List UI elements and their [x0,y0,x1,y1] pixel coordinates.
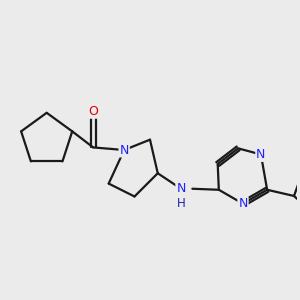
Text: N: N [256,148,266,161]
Text: N: N [119,143,129,157]
Text: N: N [238,197,248,210]
Text: O: O [88,105,98,118]
Text: N: N [176,182,186,195]
Text: H: H [177,197,185,210]
